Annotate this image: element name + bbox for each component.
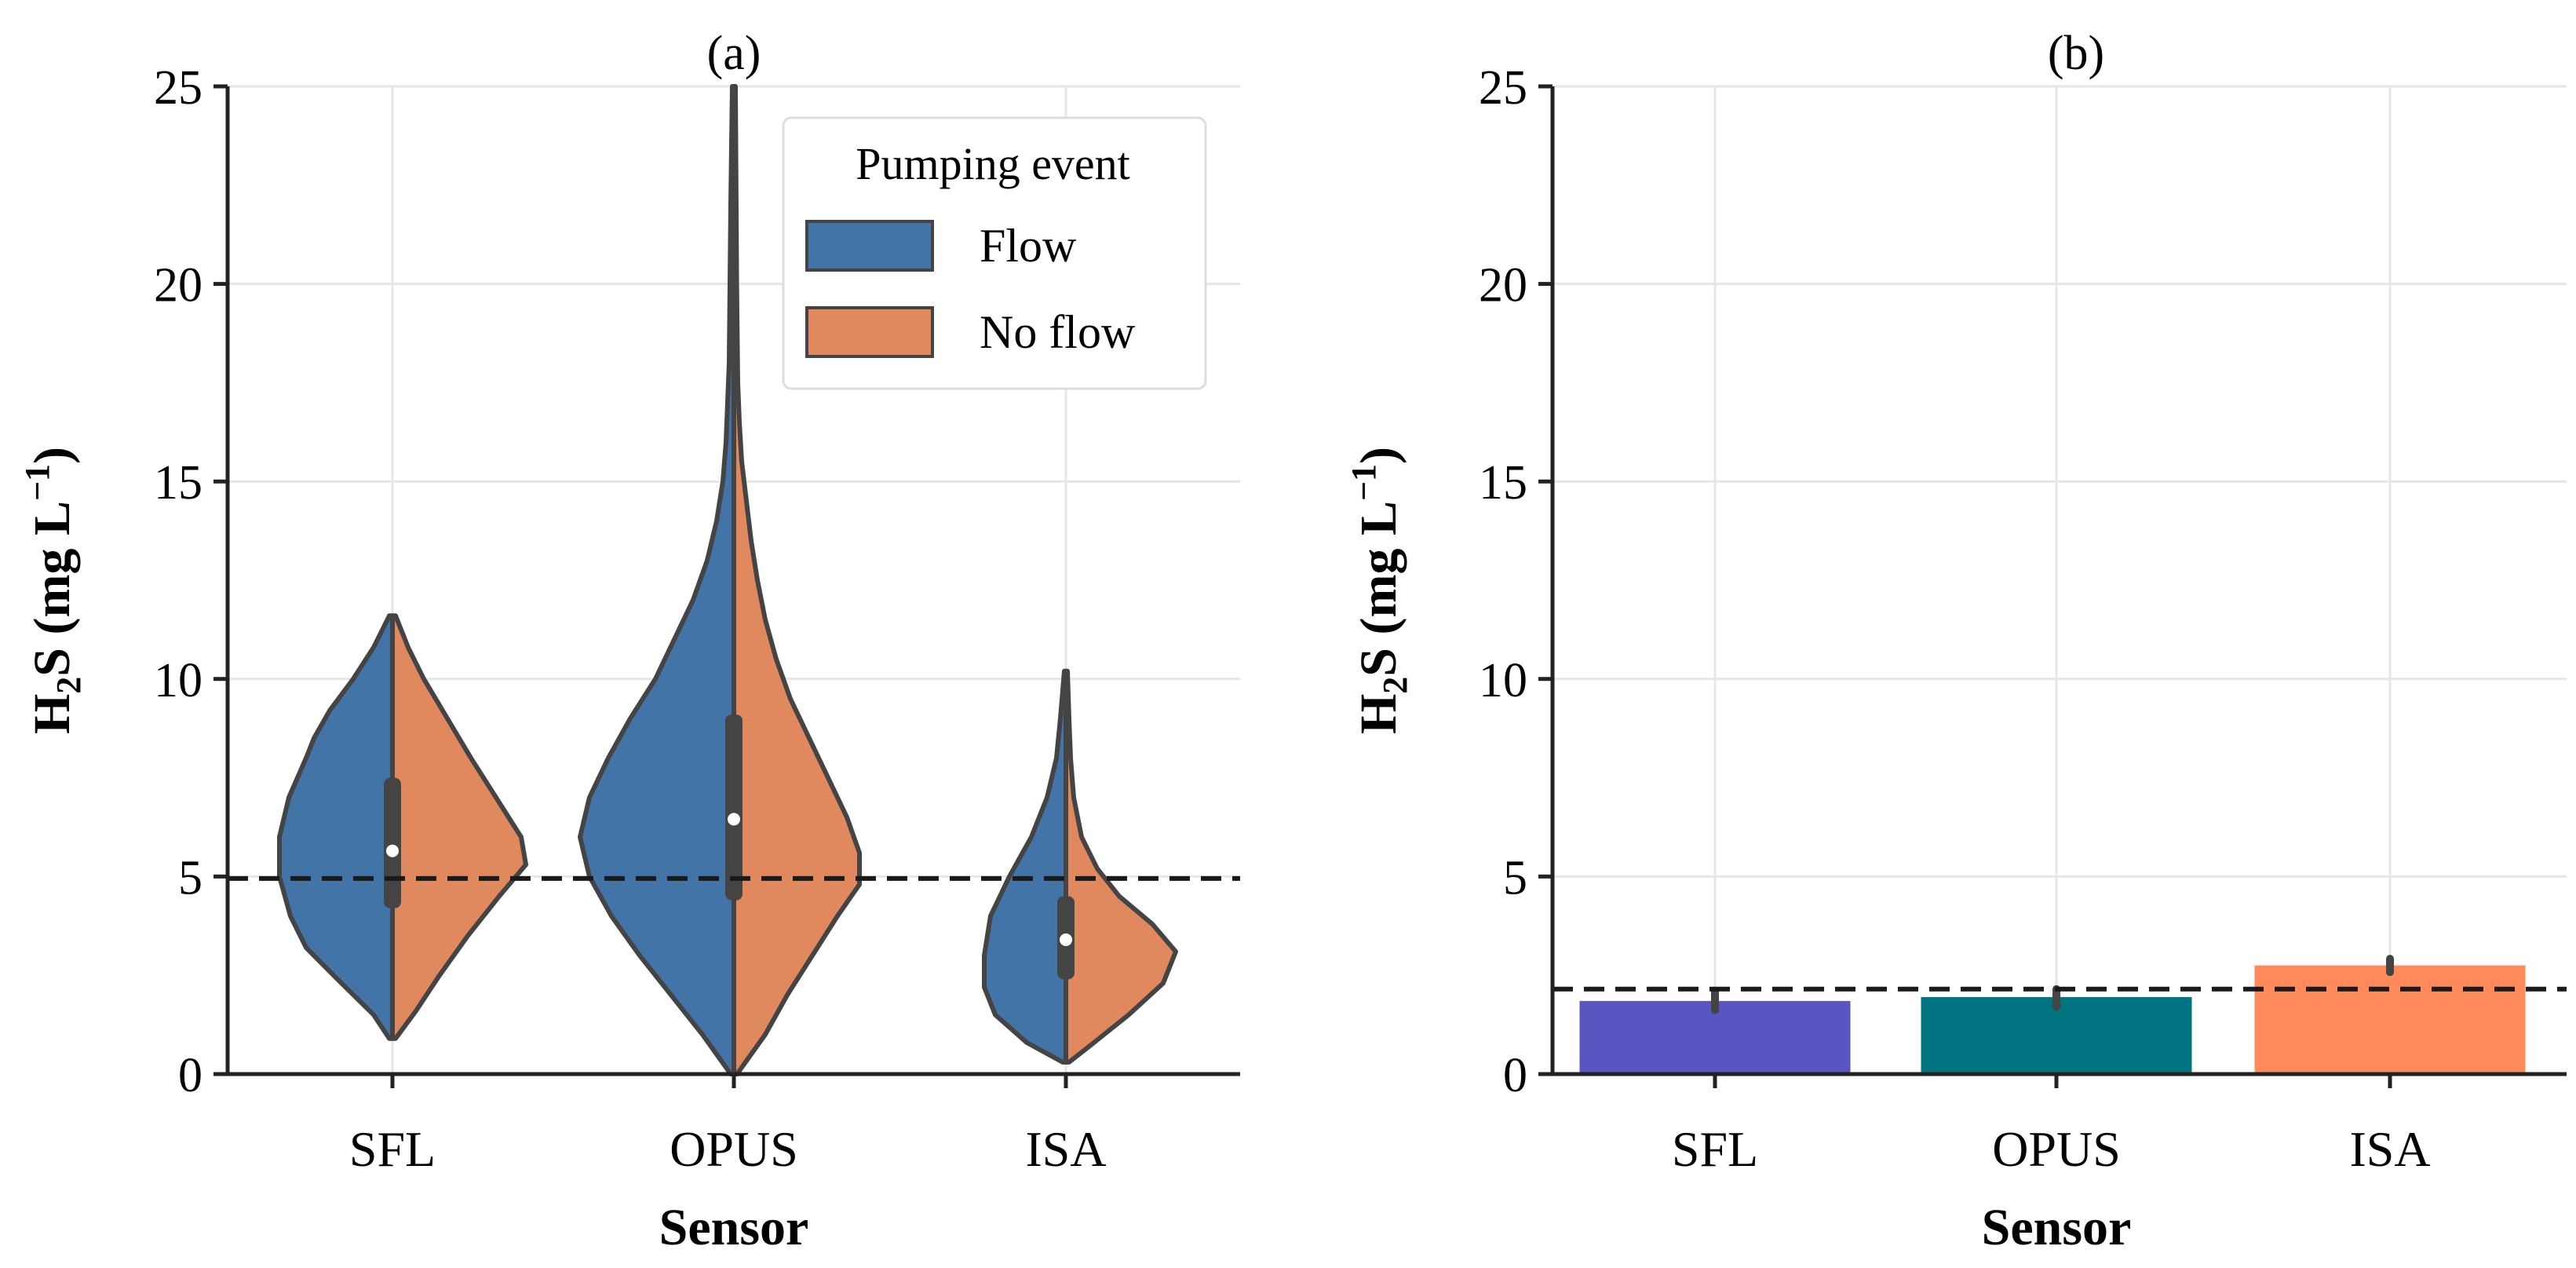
y-tick-label: 0	[178, 1049, 203, 1102]
violin-half-flow	[982, 668, 1068, 1065]
legend: Pumping event Flow No flow	[782, 116, 1207, 390]
y-tick-label: 20	[1479, 259, 1527, 312]
violin-half-flow	[578, 84, 736, 1076]
panel-a-y-axis-label: H2S (mg L−1)	[18, 447, 88, 734]
panel-b-y-ticks: 0 5 10 15 20 25	[1479, 61, 1553, 1102]
legend-label-no-flow: No flow	[980, 306, 1136, 358]
legend-swatch-no-flow	[805, 306, 934, 358]
ylabel-rest: S (mg L	[1350, 501, 1407, 677]
panel-a-label: (a)	[707, 27, 761, 80]
violin-median-point	[386, 844, 399, 857]
legend-swatch-flow	[805, 220, 934, 272]
x-tick-label: SFL	[1672, 1121, 1758, 1177]
y-tick-label: 0	[1503, 1049, 1527, 1102]
violin-iqr-box	[725, 714, 743, 901]
x-tick-label: OPUS	[1992, 1121, 2121, 1177]
y-tick-label: 25	[1479, 61, 1527, 115]
panel-b-x-axis-label: Sensor	[1982, 1199, 2132, 1256]
violin-median-point	[728, 813, 740, 826]
ylabel-sub: 2	[1376, 677, 1414, 694]
x-tick-label: SFL	[349, 1121, 436, 1177]
legend-title: Pumping event	[856, 138, 1130, 189]
panel-a-y-ticks: 0 5 10 15 20 25	[154, 61, 228, 1102]
ylabel-rest: S (mg L	[24, 501, 81, 677]
violin-half-no-flow	[1064, 668, 1178, 1065]
y-tick-label: 5	[178, 851, 203, 904]
panel-a-x-ticks: SFL OPUS ISA	[349, 1074, 1107, 1177]
y-tick-label: 20	[154, 259, 203, 312]
ylabel-h: H	[24, 694, 81, 734]
panel-b-x-ticks: SFL OPUS ISA	[1672, 1074, 2431, 1177]
violin-median-point	[1060, 933, 1072, 946]
x-tick-label: ISA	[1025, 1121, 1106, 1177]
ylabel-h: H	[1350, 694, 1407, 734]
panel-b-y-axis-label: H2S (mg L−1)	[1345, 447, 1414, 734]
violin-iqr-box	[384, 777, 401, 908]
violin-half-flow	[277, 613, 395, 1041]
y-tick-label: 10	[154, 654, 203, 707]
panel-b-bar-chart: (b) 0 5 10 15 20 25 SFL OPUS ISA Sensor H2S (mg…	[1345, 27, 2567, 1256]
ylabel-sub: 2	[49, 677, 88, 694]
ylabel-close: )	[24, 447, 81, 464]
panel-b-bars	[1579, 955, 2526, 1074]
violin-half-no-flow	[732, 84, 862, 1076]
y-tick-label: 25	[154, 61, 203, 115]
panel-a-violins	[277, 84, 1178, 1076]
y-tick-label: 5	[1503, 851, 1527, 904]
panel-b-axes	[1550, 86, 2567, 1076]
y-tick-label: 15	[154, 456, 203, 510]
y-tick-label: 15	[1479, 456, 1527, 510]
x-tick-label: ISA	[2349, 1121, 2430, 1177]
panel-b-label: (b)	[2048, 27, 2104, 80]
ylabel-close: )	[1350, 447, 1407, 464]
ylabel-sup: −1	[1345, 464, 1383, 501]
legend-label-flow: Flow	[980, 220, 1077, 272]
panel-b-gridlines	[1553, 85, 2567, 1076]
panel-a-x-axis-label: Sensor	[659, 1199, 809, 1256]
ylabel-sup: −1	[18, 464, 57, 501]
violin-half-no-flow	[390, 613, 528, 1041]
panel-a-violin-chart: (a) 0 5 10 15 20 25 SFL OPUS ISA Sensor H2S (mg…	[18, 27, 1240, 1256]
y-tick-label: 10	[1479, 654, 1527, 707]
bar-isa	[2254, 965, 2526, 1074]
x-tick-label: OPUS	[670, 1121, 798, 1177]
